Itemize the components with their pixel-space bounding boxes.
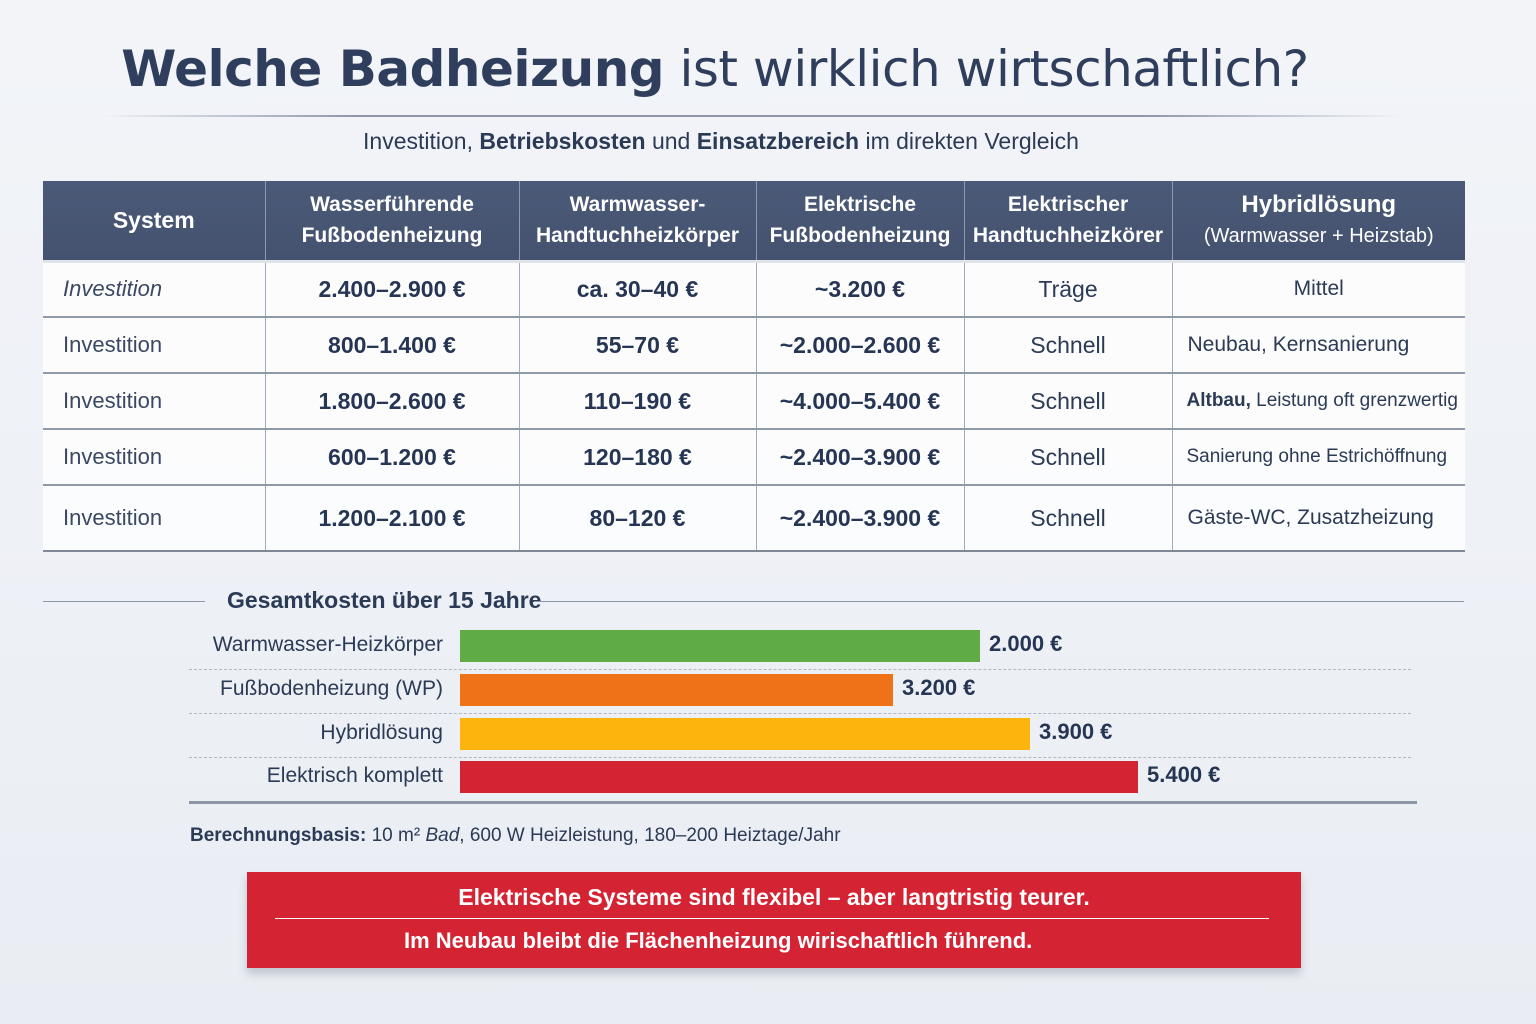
cell-warmwasser-handtuch: 80–120 € bbox=[519, 485, 757, 552]
cell-text: Leistung oft grenzwertig bbox=[1250, 390, 1458, 411]
cell-system: Investition bbox=[43, 259, 266, 318]
table-row: Investition 1.200–2.100 € 80–120 € ~2.40… bbox=[43, 485, 1465, 552]
bar-value-label: 3.200 € bbox=[902, 675, 976, 700]
cell-hybrid: Neubau, Kernsanierung bbox=[1172, 317, 1465, 374]
cell-system: Investition bbox=[43, 317, 266, 374]
title-bold: Welche Badheizung bbox=[121, 40, 665, 98]
bar-row: Warmwasser-Heizkörper 2.000 € bbox=[189, 626, 1411, 670]
cell-text: ca. 30–40 € bbox=[576, 275, 699, 302]
bar bbox=[460, 630, 980, 662]
header-text: Handtuchheizkörper bbox=[535, 224, 740, 248]
table-header-row: System Wasserführende Fußbodenheizung War… bbox=[43, 181, 1465, 261]
bar bbox=[460, 718, 1030, 750]
cell-wasser-fussboden: 2.400–2.900 € bbox=[265, 259, 520, 318]
column-header-system: System bbox=[43, 181, 266, 261]
basis-label: Berechnungsbasis: bbox=[190, 825, 367, 846]
chart-title-rule-left bbox=[43, 601, 205, 602]
cell-elektrisch-fussboden: ~3.200 € bbox=[756, 259, 965, 318]
header-text: Handtuchheizkörer bbox=[972, 224, 1164, 248]
cell-system: Investition bbox=[43, 373, 266, 430]
column-header-wasser-fussboden: Wasserführende Fußbodenheizung bbox=[265, 181, 520, 261]
cell-hybrid: Mittel bbox=[1172, 259, 1465, 318]
cell-wasser-fussboden: 800–1.400 € bbox=[265, 317, 520, 374]
cell-text-bold: Altbau, bbox=[1186, 390, 1251, 411]
row-divider bbox=[189, 669, 1411, 670]
cell-elektrisch-handtuch: Schnell bbox=[964, 317, 1173, 374]
basis-text: 10 m² bbox=[366, 825, 426, 846]
table-row: Investition 2.400–2.900 € ca. 30–40 € ~3… bbox=[43, 259, 1465, 318]
bar bbox=[460, 674, 893, 706]
chart-title: Gesamtkosten über 15 Jahre bbox=[227, 587, 542, 613]
title-divider bbox=[100, 115, 1400, 117]
header-text: Wasserführende bbox=[310, 193, 474, 217]
page-title: Welche Badheizung ist wirklich wirtschaf… bbox=[0, 40, 1430, 98]
basis-text: , 600 W Heizleistung, 180–200 Heiztage/J… bbox=[459, 825, 841, 846]
bar-row: Elektrisch komplett 5.400 € bbox=[189, 757, 1411, 801]
calculation-basis: Berechnungsbasis: 10 m² Bad, 600 W Heizl… bbox=[190, 825, 841, 847]
cell-wasser-fussboden: 600–1.200 € bbox=[265, 429, 520, 486]
cell-elektrisch-handtuch: Schnell bbox=[964, 373, 1173, 430]
bar-row: Hybridlösung 3.900 € bbox=[189, 714, 1411, 758]
bar-value-label: 3.900 € bbox=[1039, 719, 1113, 744]
cell-elektrisch-fussboden: ~2.400–3.900 € bbox=[756, 485, 965, 552]
cell-elektrisch-handtuch: Schnell bbox=[964, 485, 1173, 552]
cell-wasser-fussboden: 1.800–2.600 € bbox=[265, 373, 520, 430]
cell-elektrisch-fussboden: ~4.000–5.400 € bbox=[756, 373, 965, 430]
header-text: Fußbodenheizung bbox=[301, 224, 483, 248]
page-subtitle: Investition, Betriebskosten und Einsatzb… bbox=[0, 128, 1442, 155]
column-header-elektrisch-fussboden: Elektrische Fußbodenheizung bbox=[756, 181, 965, 261]
subtitle-part-bold: Betriebskosten bbox=[479, 128, 646, 154]
bar-row: Fußbodenheizung (WP) 3.200 € bbox=[189, 670, 1411, 714]
chart-baseline bbox=[189, 801, 1417, 804]
basis-text-italic: Bad bbox=[425, 825, 460, 846]
cell-system: Investition bbox=[43, 429, 266, 486]
header-text: Warmwasser- bbox=[569, 193, 706, 217]
bar-label: Elektrisch komplett bbox=[266, 764, 443, 787]
subtitle-part: Investition, bbox=[363, 128, 480, 154]
bar bbox=[460, 761, 1138, 793]
column-header-warmwasser-handtuch: Warmwasser- Handtuchheizkörper bbox=[519, 181, 757, 261]
callout-line-2: Im Neubau bleibt die Flächenheizung wiri… bbox=[404, 928, 1033, 953]
cell-hybrid: Gäste-WC, Zusatzheizung bbox=[1172, 485, 1465, 552]
cell-hybrid: Sanierung ohne Estrichöffnung bbox=[1172, 429, 1465, 486]
bar-value-label: 2.000 € bbox=[989, 631, 1063, 656]
cell-elektrisch-fussboden: ~2.400–3.900 € bbox=[756, 429, 965, 486]
row-divider bbox=[189, 757, 1411, 758]
header-text: Fußbodenheizung bbox=[769, 224, 951, 248]
callout-divider bbox=[275, 918, 1269, 919]
subtitle-part: im direkten Vergleich bbox=[859, 128, 1079, 154]
cell-elektrisch-handtuch: Träge bbox=[964, 259, 1173, 318]
column-header-elektrisch-handtuch: Elektrischer Handtuchheizkörer bbox=[964, 181, 1173, 261]
table-row: Investition 1.800–2.600 € 110–190 € ~4.0… bbox=[43, 373, 1465, 430]
header-text: Elektrischer bbox=[1007, 193, 1129, 217]
header-text: Hybridlösung bbox=[1241, 190, 1397, 218]
comparison-table: System Wasserführende Fußbodenheizung War… bbox=[43, 181, 1465, 552]
cell-warmwasser-handtuch: ca. 30–40 € bbox=[519, 259, 757, 318]
title-rest: ist wirklich wirtschaftlich? bbox=[664, 40, 1309, 98]
cell-hybrid: Altbau, Leistung oft grenzwertig bbox=[1172, 373, 1465, 430]
bar-label: Warmwasser-Heizkörper bbox=[212, 633, 443, 656]
table-row: Investition 800–1.400 € 55–70 € ~2.000–2… bbox=[43, 317, 1465, 374]
bar-label: Fußbodenheizung (WP) bbox=[220, 677, 443, 700]
cell-system: Investition bbox=[43, 485, 266, 552]
cell-elektrisch-fussboden: ~2.000–2.600 € bbox=[756, 317, 965, 374]
cell-warmwasser-handtuch: 55–70 € bbox=[519, 317, 757, 374]
table-row: Investition 600–1.200 € 120–180 € ~2.400… bbox=[43, 429, 1465, 486]
subtitle-part-bold: Einsatzbereich bbox=[696, 128, 860, 154]
header-text: System bbox=[112, 206, 195, 233]
subtitle-part: und bbox=[645, 128, 697, 154]
bar-label: Hybridlösung bbox=[320, 721, 443, 744]
callout-line-1: Elektrische Systeme sind flexibel – aber… bbox=[458, 884, 1090, 910]
column-header-hybrid: Hybridlösung (Warmwasser + Heizstab) bbox=[1172, 181, 1465, 261]
header-text: Elektrische bbox=[803, 193, 917, 217]
conclusion-callout: Elektrische Systeme sind flexibel – aber… bbox=[247, 872, 1301, 968]
cell-warmwasser-handtuch: 120–180 € bbox=[519, 429, 757, 486]
bar-value-label: 5.400 € bbox=[1147, 762, 1221, 787]
row-divider bbox=[189, 713, 1411, 714]
header-subtext: (Warmwasser + Heizstab) bbox=[1203, 224, 1434, 247]
cell-elektrisch-handtuch: Schnell bbox=[964, 429, 1173, 486]
chart-title-rule-right bbox=[534, 601, 1464, 602]
cell-wasser-fussboden: 1.200–2.100 € bbox=[265, 485, 520, 552]
cell-warmwasser-handtuch: 110–190 € bbox=[519, 373, 757, 430]
